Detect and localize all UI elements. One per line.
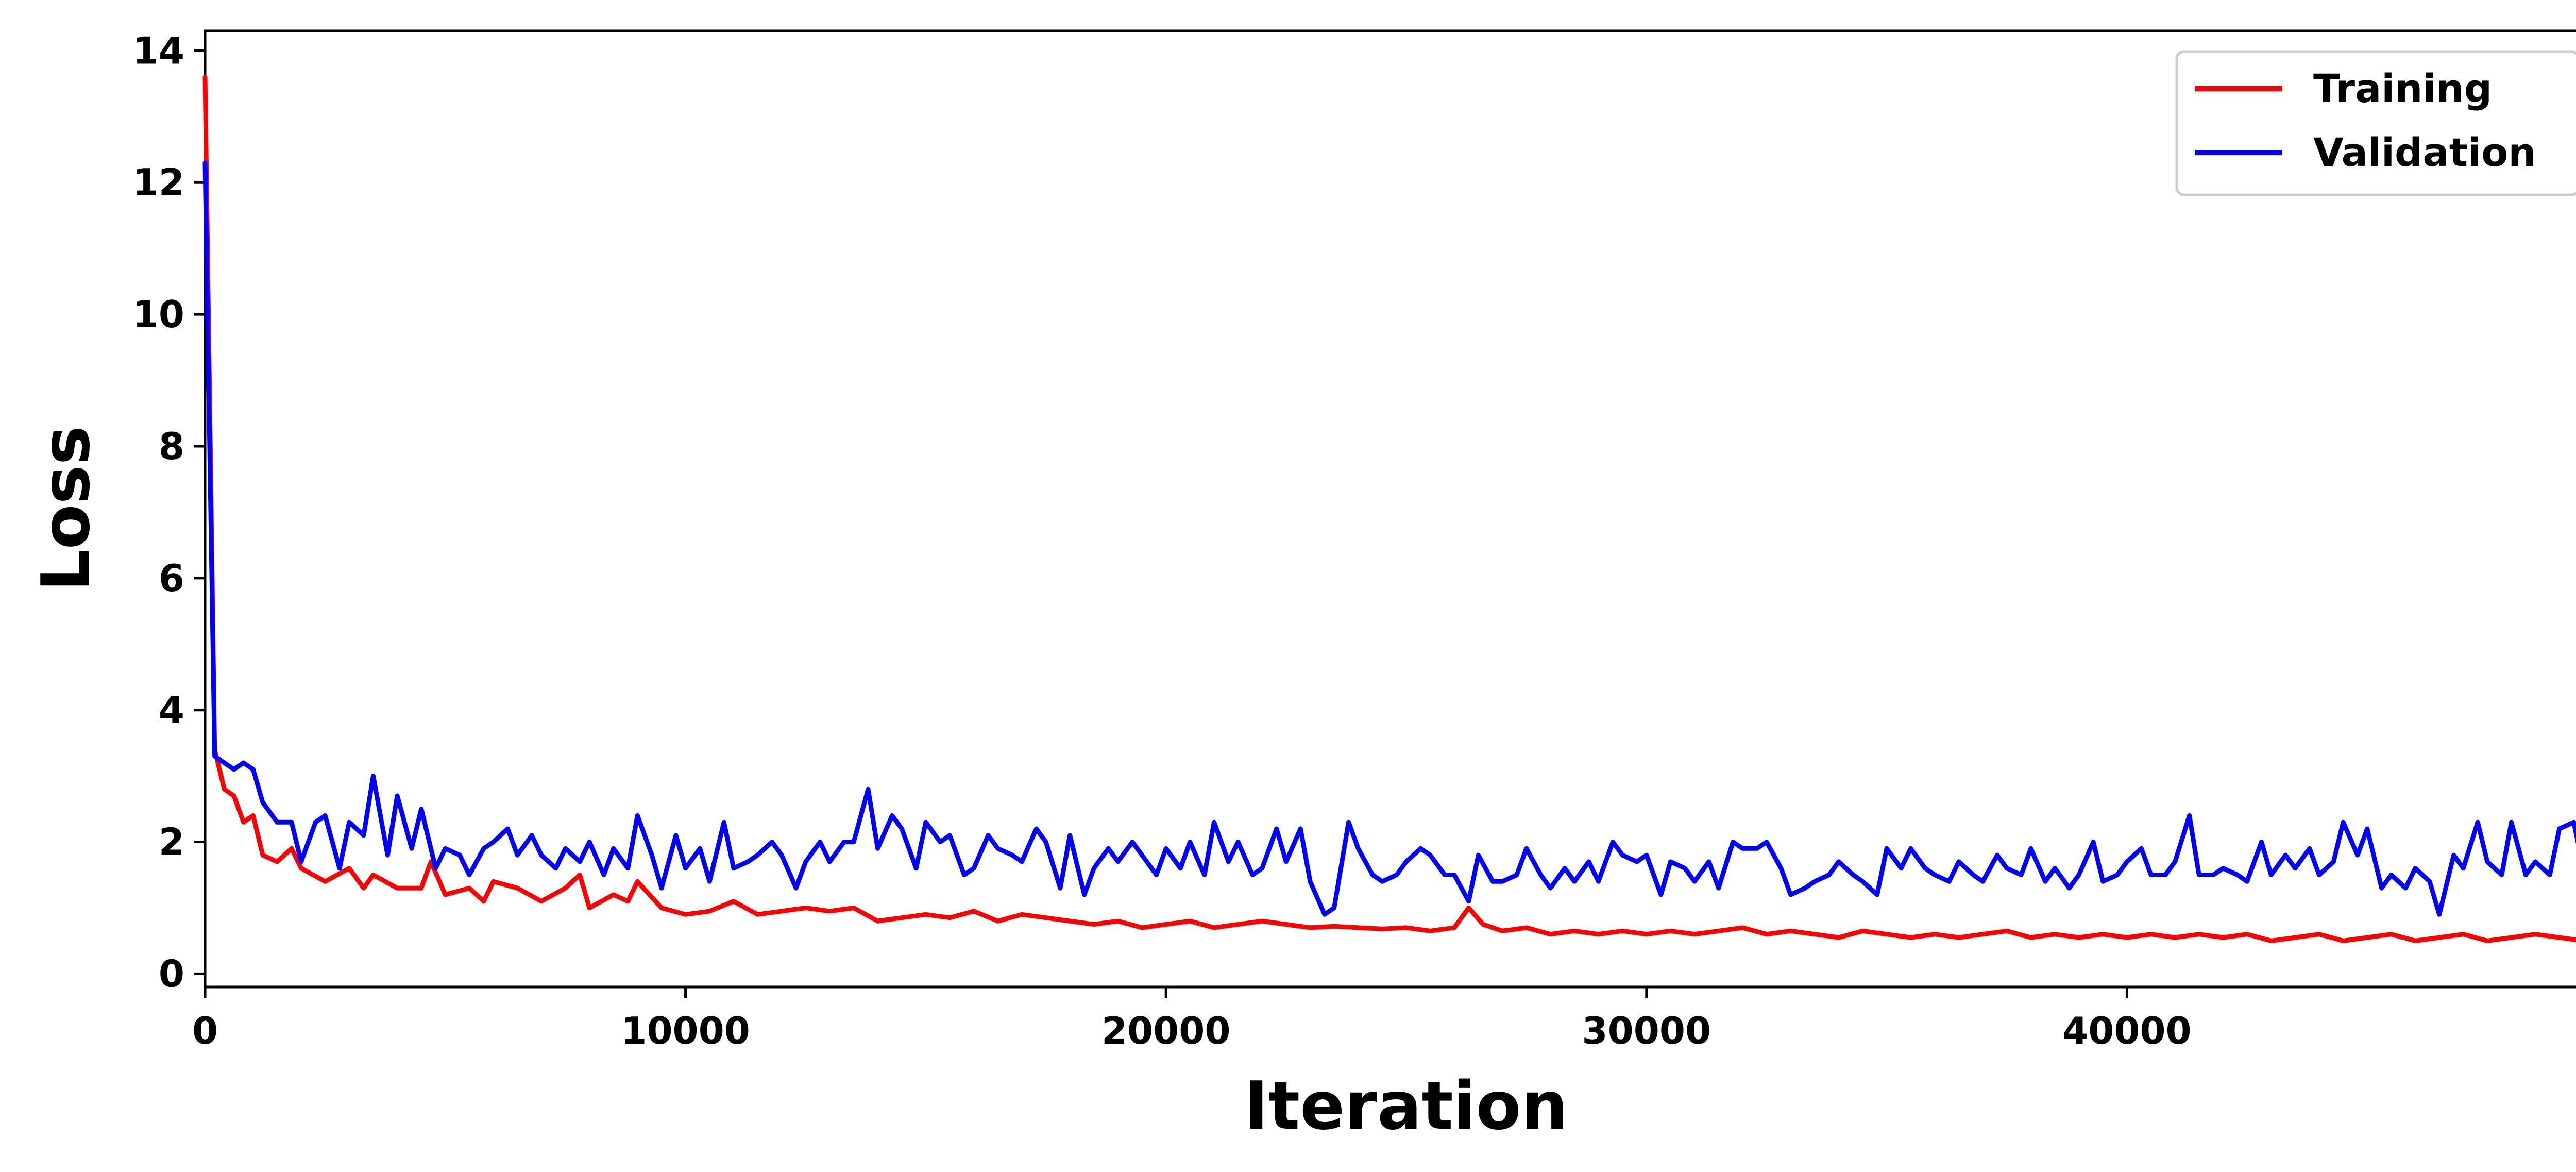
x-tick-label: 0: [192, 1009, 218, 1052]
y-tick-label: 6: [159, 557, 184, 600]
y-tick-label: 12: [133, 161, 184, 204]
x-axis-title: Iteration: [1244, 1068, 1568, 1145]
y-axis-title: Loss: [28, 426, 105, 592]
series-line-validation: [202, 160, 2576, 917]
x-tick-label: 20000: [1101, 1009, 1231, 1052]
legend-label-training: Training: [2313, 65, 2492, 111]
x-tick-label: 30000: [1582, 1009, 1711, 1052]
x-tick-label: 40000: [2062, 1009, 2192, 1052]
plot-lines: [202, 75, 2576, 943]
x-tick-label: 10000: [621, 1009, 750, 1052]
y-tick-label: 4: [159, 689, 184, 732]
y-tick-label: 8: [159, 425, 184, 468]
series-line-training: [202, 75, 2576, 943]
y-tick-label: 2: [159, 821, 184, 864]
y-axis: 0 2 4 6 8 10 12 14: [133, 29, 205, 995]
y-tick-label: 10: [133, 293, 184, 336]
x-axis: 0 10000 20000 30000 40000: [192, 987, 2192, 1052]
y-tick-label: 14: [133, 29, 184, 72]
legend-label-validation: Validation: [2313, 129, 2536, 175]
y-tick-label: 0: [159, 952, 184, 995]
legend: Training Validation: [2175, 50, 2576, 196]
